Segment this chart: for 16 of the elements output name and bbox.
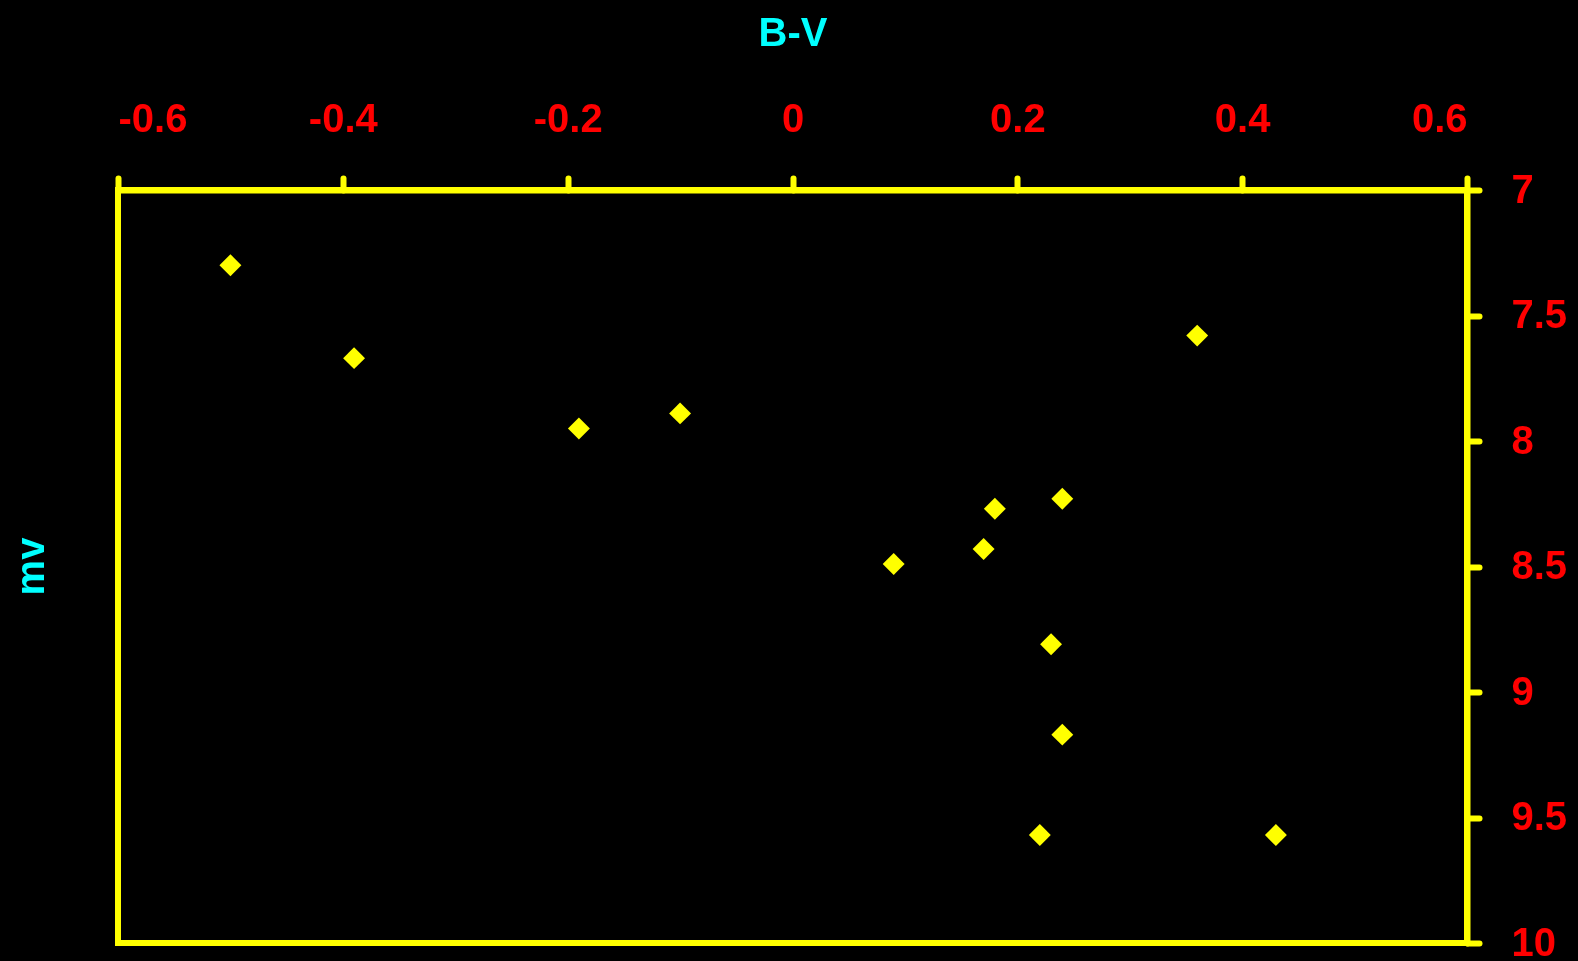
x-axis-title: B-V [758,9,828,54]
x-tick-label: -0.4 [308,95,379,140]
x-tick-label: 0 [781,95,805,140]
y-tick-label: 9 [1511,668,1534,713]
y-tick-label: 7 [1511,166,1534,211]
x-tick-label: 0.6 [1411,95,1468,140]
x-tick-label: -0.6 [118,95,188,140]
y-tick-label: 8 [1511,417,1534,462]
y-tick-label: 8.5 [1511,543,1568,587]
y-tick-label: 9.5 [1511,794,1568,838]
x-tick-label: 0.4 [1214,95,1272,140]
x-tick-label: -0.2 [533,95,603,140]
x-tick-label: 0.2 [990,95,1046,140]
y-tick-label: 7.5 [1511,292,1568,336]
y-tick-label: 10 [1511,919,1556,961]
y-axis-title: mv [8,536,52,596]
